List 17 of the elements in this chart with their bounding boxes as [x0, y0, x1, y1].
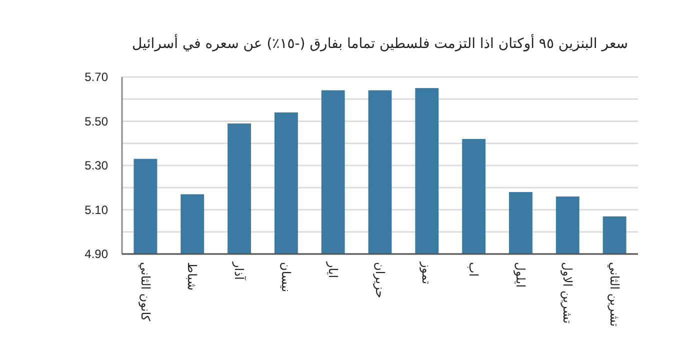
x-tick-label: ايلول [514, 262, 528, 288]
x-tick-label: ايار [326, 261, 340, 278]
x-tick-label: شباط [185, 262, 200, 290]
x-tick-label: حزيران [372, 262, 387, 298]
y-tick-label: 5.70 [84, 70, 108, 84]
y-tick-label: 5.10 [84, 202, 108, 217]
y-tick-label: 4.90 [84, 247, 108, 262]
x-tick-label: آذار [232, 261, 248, 280]
x-tick-label: تشرين الثاني [607, 262, 622, 327]
x-tick-label: كانون الثاني [138, 262, 152, 322]
chart-title: سعر البنزين ٩٥ أوكتان اذا التزمت فلسطين تماما بفارق (-١٥٪) عن سعره في أسرائيل [132, 34, 628, 52]
x-tick-label: اب [466, 262, 481, 277]
y-tick-label: 5.50 [84, 114, 108, 128]
x-tick-label: نيسان [278, 262, 293, 292]
y-tick-label: 5.30 [84, 158, 108, 173]
x-tick-label: تموز [420, 261, 434, 284]
x-tick-label: تشرين الاول [560, 262, 574, 324]
